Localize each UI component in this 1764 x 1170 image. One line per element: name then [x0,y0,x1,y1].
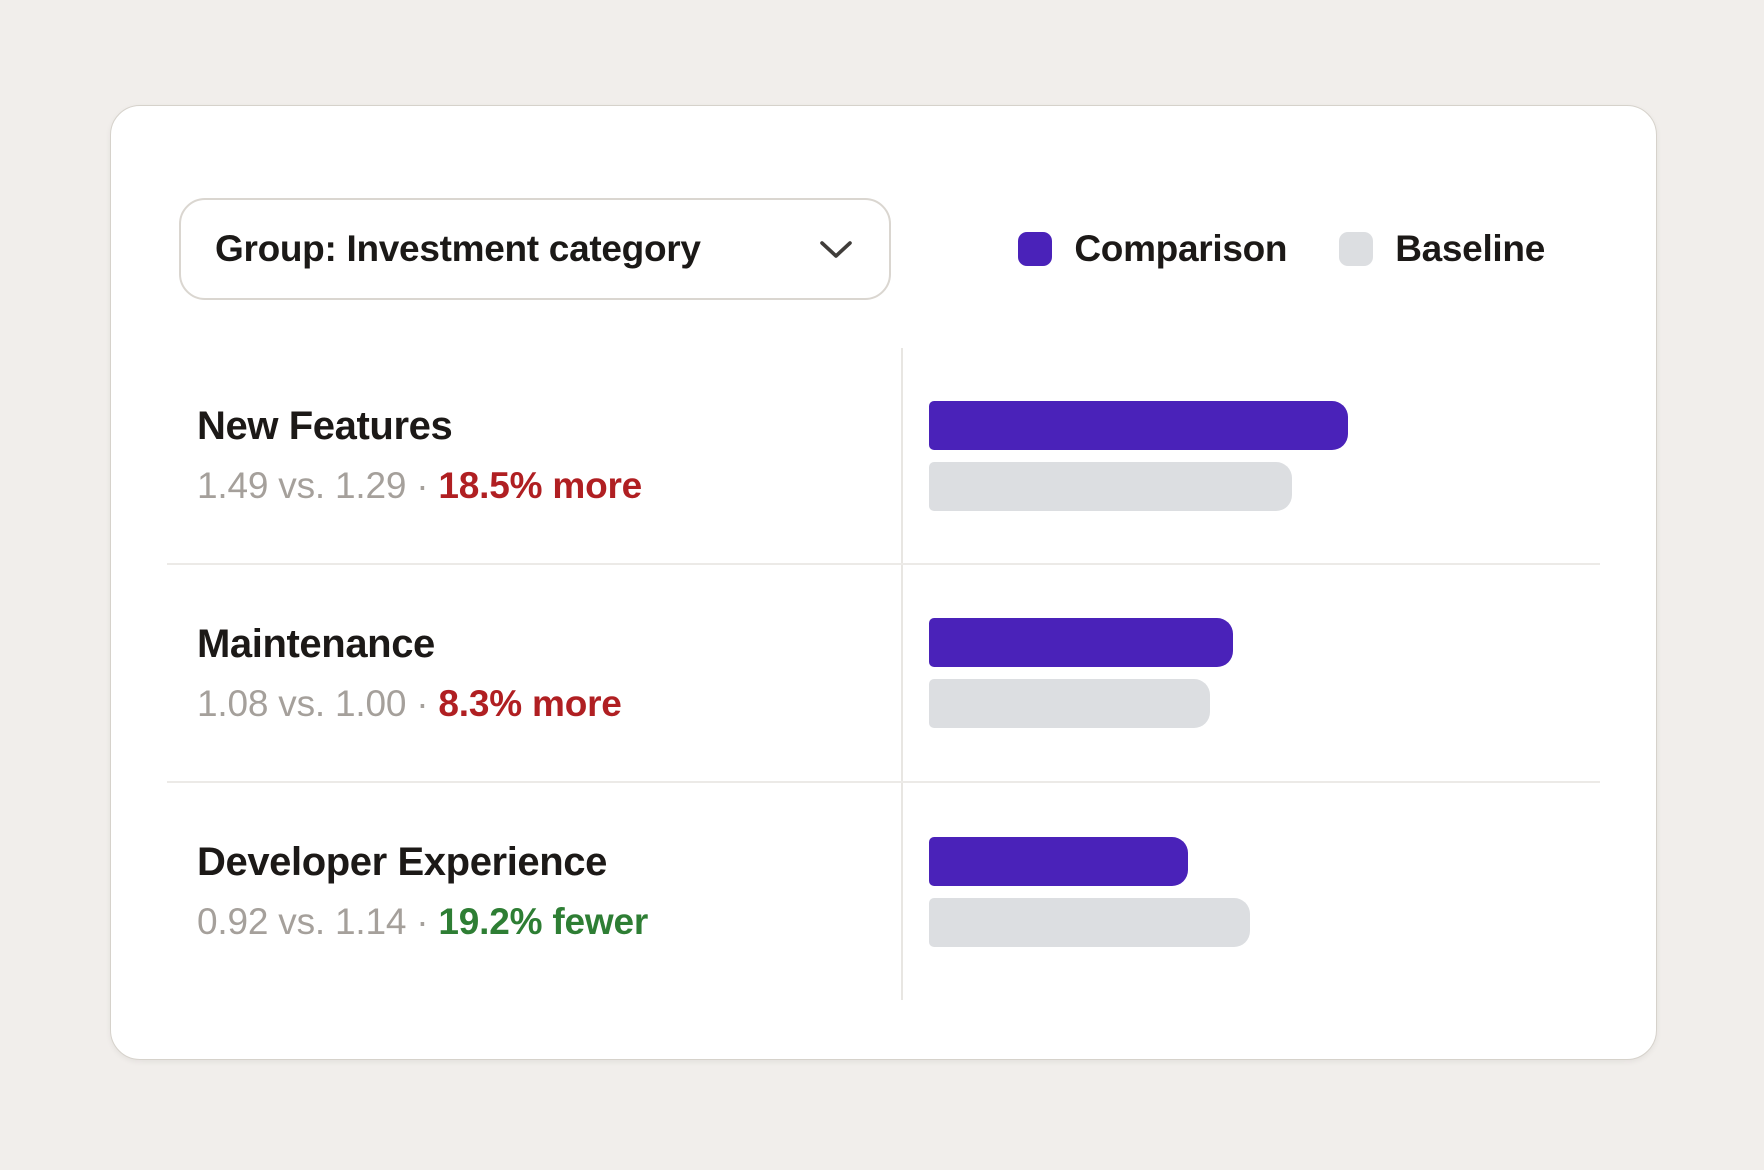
values-text: 0.92 vs. 1.14 [197,901,407,942]
comparison-bar [929,618,1233,667]
card-toolbar: Group: Investment category Comparison Ba… [111,198,1656,300]
comparison-rows: New Features 1.49 vs. 1.29 · 18.5% more Ma… [167,348,1600,1000]
category-label: Developer Experience [197,840,607,884]
delta-badge: 8.3% more [438,682,622,724]
category-values: 1.08 vs. 1.00 · 8.3% more [197,683,901,725]
comparison-card: Group: Investment category Comparison Ba… [110,105,1657,1060]
bar-group [929,836,1348,947]
comparison-bar [929,400,1348,450]
dot-separator: · [416,465,429,506]
baseline-bar [929,461,1292,511]
row-bars [901,348,1600,563]
table-row: Developer Experience 0.92 vs. 1.14 · 19.2%… [167,781,1600,1000]
row-info: Maintenance 1.08 vs. 1.00 · 8.3% more [167,565,901,781]
row-bars [901,565,1600,781]
baseline-bar [929,897,1250,947]
category-label: Maintenance [197,621,435,666]
dot-separator: · [416,901,429,942]
category-values: 1.49 vs. 1.29 · 18.5% more [197,465,901,507]
dot-separator: · [416,682,429,724]
baseline-swatch-icon [1339,232,1374,266]
legend-label-baseline: Baseline [1395,228,1545,269]
bar-group [929,400,1348,511]
legend-item-comparison: Comparison [1018,228,1288,270]
legend-label-comparison: Comparison [1074,228,1288,269]
group-by-dropdown[interactable]: Group: Investment category [179,198,891,300]
comparison-swatch-icon [1018,232,1053,266]
category-values: 0.92 vs. 1.14 · 19.2% fewer [197,901,901,943]
row-info: Developer Experience 0.92 vs. 1.14 · 19.2%… [167,783,901,1000]
table-row: Maintenance 1.08 vs. 1.00 · 8.3% more [167,563,1600,781]
values-text: 1.08 vs. 1.00 [197,682,407,724]
row-bars [901,783,1600,1000]
comparison-bar [929,836,1188,886]
chevron-down-icon [819,239,853,260]
group-by-dropdown-label: Group: Investment category [215,228,701,269]
category-label: New Features [197,404,453,448]
baseline-bar [929,679,1211,728]
row-info: New Features 1.49 vs. 1.29 · 18.5% more [167,348,901,563]
table-row: New Features 1.49 vs. 1.29 · 18.5% more [167,348,1600,563]
bar-group [929,618,1348,728]
chart-legend: Comparison Baseline [1018,228,1545,270]
legend-item-baseline: Baseline [1339,228,1545,270]
delta-badge: 18.5% more [438,465,643,506]
values-text: 1.49 vs. 1.29 [197,465,407,506]
delta-badge: 19.2% fewer [438,901,649,942]
